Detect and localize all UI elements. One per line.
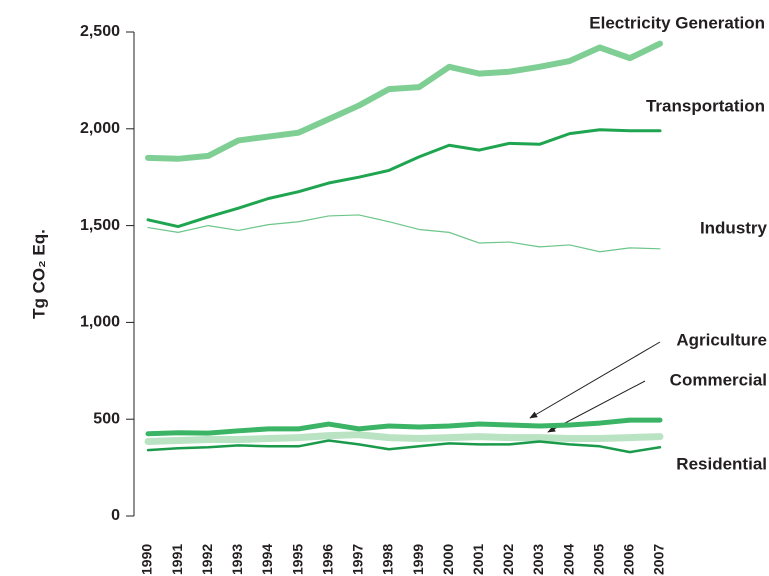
x-tick-label: 1990 [139,544,155,575]
x-tick-label: 1994 [259,544,275,575]
x-tick-label: 1997 [350,544,366,575]
arrow [529,341,661,419]
x-tick-label: 1995 [289,544,305,575]
x-tick-label: 2006 [621,544,637,575]
y-tick-label: 0 [111,507,120,524]
x-tick-label: 2005 [590,544,606,575]
y-tick-label: 1,500 [80,217,120,234]
series-line [144,431,664,445]
series-label: Transportation [646,96,765,115]
x-tick-label: 2000 [440,544,456,575]
y-tick-label: 500 [93,410,120,427]
series-label: Agriculture [676,330,767,349]
x-tick-label: 1996 [319,544,335,575]
x-tick-label: 1993 [229,544,245,575]
x-tick-label: 1999 [410,544,426,575]
y-axis-label: Tg CO₂ Eq. [29,229,48,319]
x-tick-label: 1991 [169,544,185,575]
x-tick-label: 1992 [199,544,215,575]
series-label: Residential [676,454,767,473]
x-tick-label: 2001 [470,544,486,575]
x-tick-label: 2004 [560,544,576,575]
y-tick-label: 1,000 [80,314,120,331]
x-tick-label: 2002 [500,544,516,575]
series-line [147,214,661,253]
series-label: Industry [700,218,768,237]
x-tick-label: 2003 [530,544,546,575]
series-line [145,40,663,162]
series-line [146,439,662,454]
y-tick-label: 2,500 [80,23,120,40]
y-tick-label: 2,000 [80,120,120,137]
x-tick-label: 1998 [380,544,396,575]
series-label: Electricity Generation [589,13,765,32]
series-line [145,417,663,437]
x-tick-label: 2007 [651,544,667,575]
series-label: Commercial [670,370,767,389]
series-line [146,128,662,229]
